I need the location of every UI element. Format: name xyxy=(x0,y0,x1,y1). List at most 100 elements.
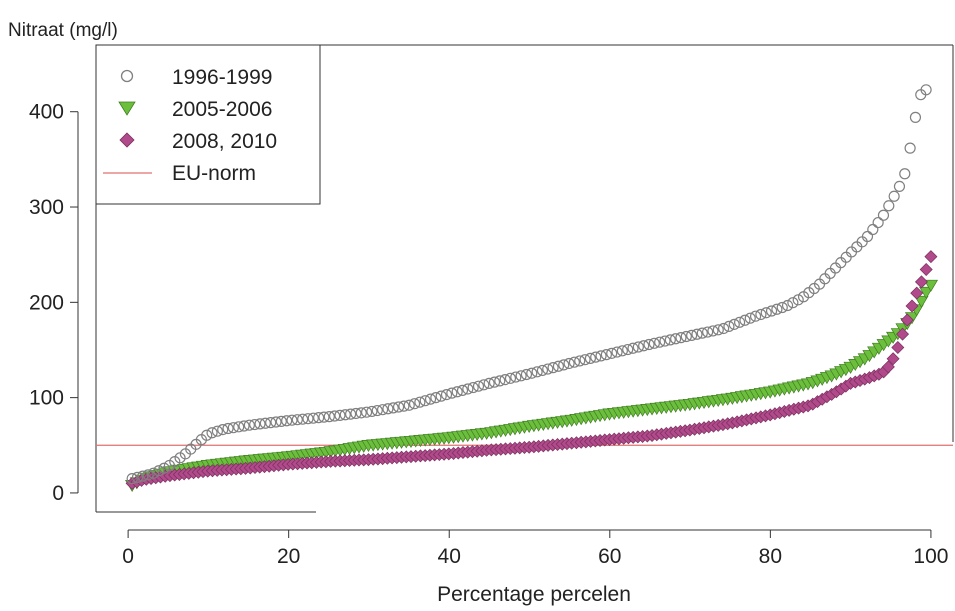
data-point xyxy=(568,356,581,368)
data-point xyxy=(542,363,554,375)
legend-open-circle-icon xyxy=(120,69,134,83)
data-point xyxy=(201,429,213,441)
data-point xyxy=(211,425,223,437)
data-point xyxy=(680,330,692,343)
data-point xyxy=(302,413,314,425)
data-point xyxy=(781,299,794,312)
data-point xyxy=(360,406,373,418)
data-point xyxy=(579,354,591,366)
data-point xyxy=(670,333,682,345)
data-point xyxy=(440,388,453,401)
data-point xyxy=(435,390,447,402)
data-point xyxy=(355,407,367,419)
data-point xyxy=(291,414,303,426)
y-tick-label: 200 xyxy=(29,291,64,314)
data-point xyxy=(323,411,335,423)
data-point xyxy=(371,404,383,417)
data-point xyxy=(478,379,490,391)
y-tick-label: 100 xyxy=(29,387,64,410)
data-point xyxy=(318,411,330,423)
data-point xyxy=(888,190,900,202)
data-point xyxy=(238,420,250,432)
data-point xyxy=(905,299,919,313)
data-point xyxy=(142,469,154,481)
data-point xyxy=(483,377,495,389)
data-point xyxy=(339,409,351,421)
data-point xyxy=(558,359,570,371)
data-point xyxy=(446,387,458,399)
x-tick-label: 80 xyxy=(759,545,782,568)
data-point xyxy=(872,216,884,229)
data-point xyxy=(840,251,852,263)
data-point xyxy=(739,314,751,326)
axes: 0 100 200 300 400 0 20 40 60 80 100 xyxy=(29,101,948,568)
data-point xyxy=(829,262,842,274)
data-point xyxy=(744,312,756,324)
data-point xyxy=(771,303,783,315)
data-point xyxy=(297,413,309,425)
data-point xyxy=(243,419,255,431)
data-point xyxy=(329,410,341,422)
data-point xyxy=(206,427,218,439)
data-point xyxy=(520,368,533,381)
data-point xyxy=(456,384,469,396)
data-point xyxy=(382,403,394,415)
data-point xyxy=(424,393,437,405)
data-point xyxy=(600,349,612,361)
data-point xyxy=(499,373,511,386)
data-point xyxy=(696,327,708,339)
data-point xyxy=(531,366,543,378)
data-point xyxy=(275,415,287,427)
data-point xyxy=(552,360,565,372)
data-point xyxy=(270,416,282,428)
y-tick-label: 300 xyxy=(29,196,64,219)
data-point xyxy=(924,250,938,264)
data-point xyxy=(137,470,149,482)
data-point xyxy=(891,341,905,355)
data-point xyxy=(919,286,934,299)
data-point xyxy=(286,414,298,426)
data-point xyxy=(584,352,596,364)
data-point xyxy=(467,381,479,394)
data-point xyxy=(886,352,900,366)
data-point xyxy=(749,310,762,322)
data-point xyxy=(861,230,874,243)
data-point xyxy=(664,334,676,346)
data-point xyxy=(896,327,910,341)
data-point xyxy=(147,467,160,479)
data-point xyxy=(923,279,939,292)
data-point xyxy=(712,324,724,336)
data-point xyxy=(222,422,234,435)
data-point xyxy=(616,345,628,357)
data-point xyxy=(590,351,602,363)
data-point xyxy=(638,340,650,352)
data-point xyxy=(654,336,666,348)
data-point xyxy=(723,320,735,333)
y-tick-label: 0 xyxy=(52,482,64,505)
data-point xyxy=(376,404,389,416)
data-point xyxy=(547,362,559,374)
data-point xyxy=(515,370,527,382)
data-point xyxy=(387,402,399,414)
data-point xyxy=(920,84,932,96)
data-point xyxy=(595,350,607,362)
data-point xyxy=(526,367,538,379)
data-point xyxy=(494,375,506,387)
data-point xyxy=(728,318,740,330)
data-point xyxy=(627,342,639,354)
data-point xyxy=(419,395,431,407)
data-point xyxy=(877,209,890,221)
data-point xyxy=(259,417,271,429)
data-point xyxy=(510,371,522,383)
data-point xyxy=(760,307,772,319)
data-point xyxy=(345,408,357,420)
data-point xyxy=(398,400,410,412)
data-point xyxy=(824,267,836,280)
data-point xyxy=(536,364,549,377)
data-series xyxy=(125,84,939,493)
y-axis-label: Nitraat (mg/l) xyxy=(8,20,118,41)
legend-diamond-icon xyxy=(119,132,135,148)
data-point xyxy=(914,295,929,308)
data-point xyxy=(249,418,261,431)
data-point xyxy=(792,294,804,306)
